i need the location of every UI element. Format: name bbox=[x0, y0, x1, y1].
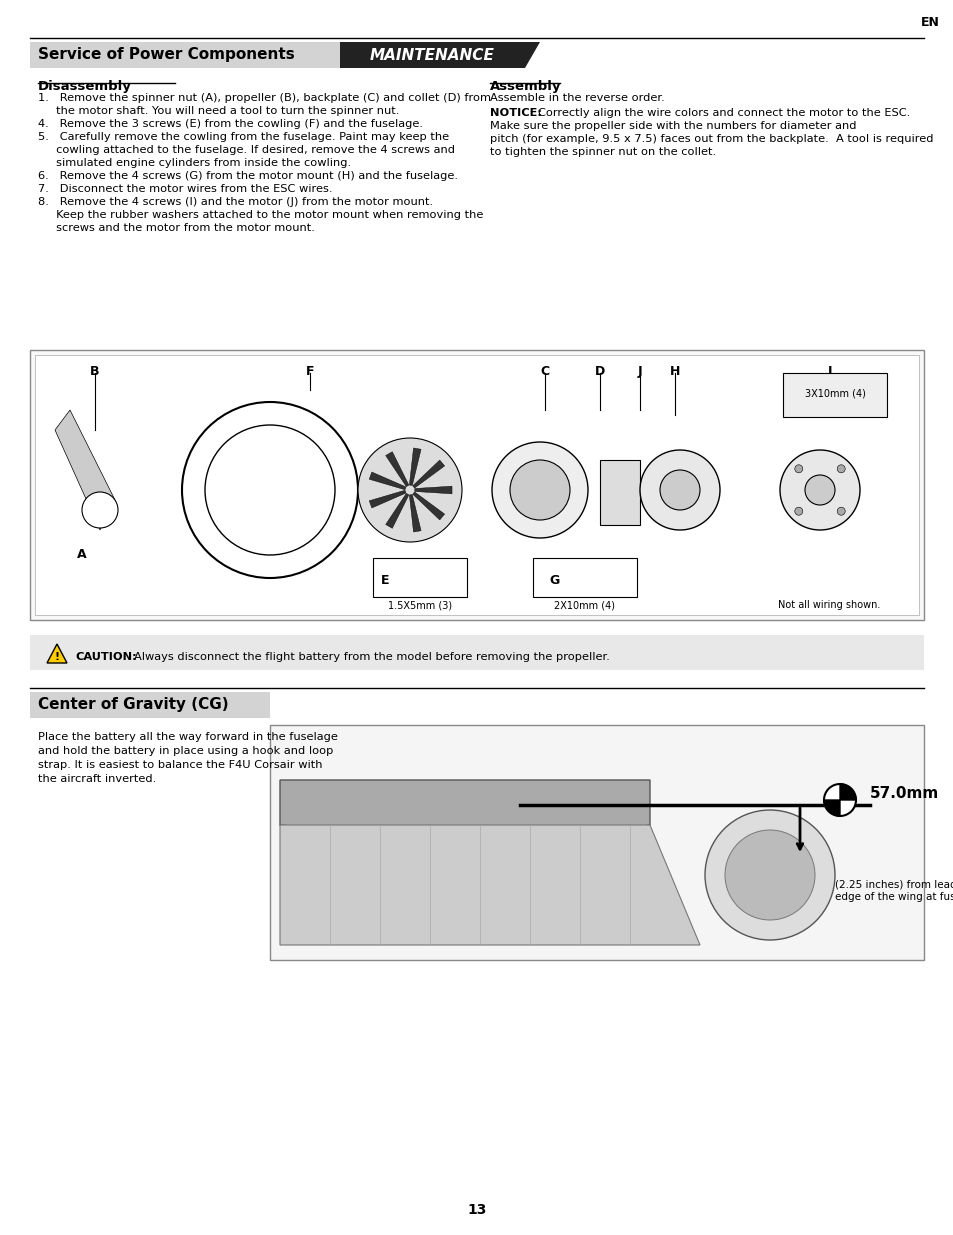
Circle shape bbox=[794, 508, 801, 515]
Text: H: H bbox=[669, 366, 679, 378]
FancyBboxPatch shape bbox=[339, 42, 524, 68]
FancyBboxPatch shape bbox=[270, 725, 923, 960]
Text: 3X10mm (4): 3X10mm (4) bbox=[803, 388, 864, 398]
Circle shape bbox=[837, 508, 844, 515]
Polygon shape bbox=[409, 494, 420, 532]
Circle shape bbox=[639, 450, 720, 530]
Text: Keep the rubber washers attached to the motor mount when removing the: Keep the rubber washers attached to the … bbox=[38, 210, 483, 220]
Polygon shape bbox=[413, 492, 444, 520]
Polygon shape bbox=[415, 487, 452, 494]
Polygon shape bbox=[840, 784, 855, 800]
Polygon shape bbox=[369, 490, 406, 508]
FancyBboxPatch shape bbox=[30, 350, 923, 620]
Text: Make sure the propeller side with the numbers for diameter and: Make sure the propeller side with the nu… bbox=[490, 121, 856, 131]
Text: G: G bbox=[549, 574, 559, 587]
Polygon shape bbox=[369, 472, 406, 490]
Polygon shape bbox=[55, 410, 115, 530]
Circle shape bbox=[837, 464, 844, 473]
Circle shape bbox=[510, 459, 569, 520]
Text: 13: 13 bbox=[467, 1203, 486, 1216]
FancyBboxPatch shape bbox=[35, 354, 918, 615]
Circle shape bbox=[357, 438, 461, 542]
Text: Not all wiring shown.: Not all wiring shown. bbox=[777, 600, 879, 610]
Text: F: F bbox=[305, 366, 314, 378]
Polygon shape bbox=[413, 461, 444, 488]
Text: 5.   Carefully remove the cowling from the fuselage. Paint may keep the: 5. Carefully remove the cowling from the… bbox=[38, 132, 449, 142]
Text: 4.   Remove the 3 screws (E) from the cowling (F) and the fuselage.: 4. Remove the 3 screws (E) from the cowl… bbox=[38, 119, 422, 128]
Text: Always disconnect the flight battery from the model before removing the propelle: Always disconnect the flight battery fro… bbox=[133, 652, 609, 662]
Text: CAUTION:: CAUTION: bbox=[75, 652, 136, 662]
Text: 8.   Remove the 4 screws (I) and the motor (J) from the motor mount.: 8. Remove the 4 screws (I) and the motor… bbox=[38, 198, 433, 207]
Text: the motor shaft. You will need a tool to turn the spinner nut.: the motor shaft. You will need a tool to… bbox=[38, 106, 399, 116]
Polygon shape bbox=[280, 781, 649, 845]
Text: Assemble in the reverse order.: Assemble in the reverse order. bbox=[490, 93, 664, 103]
Text: A: A bbox=[77, 548, 87, 561]
Text: Assembly: Assembly bbox=[490, 80, 561, 93]
Text: !: ! bbox=[54, 652, 59, 662]
Text: 6.   Remove the 4 screws (G) from the motor mount (H) and the fuselage.: 6. Remove the 4 screws (G) from the moto… bbox=[38, 170, 457, 182]
FancyBboxPatch shape bbox=[533, 558, 637, 597]
Text: cowling attached to the fuselage. If desired, remove the 4 screws and: cowling attached to the fuselage. If des… bbox=[38, 144, 455, 156]
Text: strap. It is easiest to balance the F4U Corsair with: strap. It is easiest to balance the F4U … bbox=[38, 760, 322, 769]
Polygon shape bbox=[47, 643, 67, 663]
Text: 2X10mm (4): 2X10mm (4) bbox=[554, 600, 615, 610]
Text: pitch (for example, 9.5 x 7.5) faces out from the backplate.  A tool is required: pitch (for example, 9.5 x 7.5) faces out… bbox=[490, 135, 933, 144]
Text: Disassembly: Disassembly bbox=[38, 80, 132, 93]
Text: MAINTENANCE: MAINTENANCE bbox=[369, 47, 494, 63]
Circle shape bbox=[804, 475, 834, 505]
Text: the aircraft inverted.: the aircraft inverted. bbox=[38, 774, 156, 784]
Circle shape bbox=[704, 810, 834, 940]
Text: Place the battery all the way forward in the fuselage: Place the battery all the way forward in… bbox=[38, 732, 337, 742]
Circle shape bbox=[823, 784, 855, 816]
FancyBboxPatch shape bbox=[782, 373, 886, 417]
Text: and hold the battery in place using a hook and loop: and hold the battery in place using a ho… bbox=[38, 746, 333, 756]
Circle shape bbox=[492, 442, 587, 538]
Text: screws and the motor from the motor mount.: screws and the motor from the motor moun… bbox=[38, 224, 314, 233]
Text: E: E bbox=[380, 574, 389, 587]
FancyBboxPatch shape bbox=[599, 459, 639, 525]
Circle shape bbox=[794, 464, 801, 473]
Circle shape bbox=[780, 450, 859, 530]
Text: simulated engine cylinders from inside the cowling.: simulated engine cylinders from inside t… bbox=[38, 158, 351, 168]
FancyBboxPatch shape bbox=[30, 42, 350, 68]
Text: Service of Power Components: Service of Power Components bbox=[38, 47, 294, 63]
Polygon shape bbox=[409, 448, 420, 485]
Polygon shape bbox=[385, 452, 409, 487]
Text: 1.5X5mm (3): 1.5X5mm (3) bbox=[388, 600, 452, 610]
Text: NOTICE:: NOTICE: bbox=[490, 107, 541, 119]
Text: 1.   Remove the spinner nut (A), propeller (B), backplate (C) and collet (D) fro: 1. Remove the spinner nut (A), propeller… bbox=[38, 93, 491, 103]
Text: to tighten the spinner nut on the collet.: to tighten the spinner nut on the collet… bbox=[490, 147, 716, 157]
FancyBboxPatch shape bbox=[30, 692, 270, 718]
Text: 7.   Disconnect the motor wires from the ESC wires.: 7. Disconnect the motor wires from the E… bbox=[38, 184, 333, 194]
Polygon shape bbox=[823, 800, 840, 816]
Circle shape bbox=[724, 830, 814, 920]
FancyBboxPatch shape bbox=[30, 635, 923, 671]
Polygon shape bbox=[385, 494, 409, 529]
Polygon shape bbox=[339, 42, 539, 68]
Text: C: C bbox=[539, 366, 549, 378]
Text: EN: EN bbox=[920, 16, 939, 28]
Text: D: D bbox=[595, 366, 604, 378]
Text: J: J bbox=[637, 366, 641, 378]
Circle shape bbox=[82, 492, 118, 529]
Text: B: B bbox=[91, 366, 100, 378]
Text: Correctly align the wire colors and connect the motor to the ESC.: Correctly align the wire colors and conn… bbox=[537, 107, 909, 119]
Circle shape bbox=[659, 471, 700, 510]
Text: I: I bbox=[827, 366, 831, 378]
Polygon shape bbox=[280, 825, 700, 945]
Text: (2.25 inches) from leading
edge of the wing at fuselage: (2.25 inches) from leading edge of the w… bbox=[834, 881, 953, 902]
Text: Center of Gravity (CG): Center of Gravity (CG) bbox=[38, 698, 229, 713]
Text: 57.0mm: 57.0mm bbox=[869, 785, 939, 800]
FancyBboxPatch shape bbox=[373, 558, 467, 597]
